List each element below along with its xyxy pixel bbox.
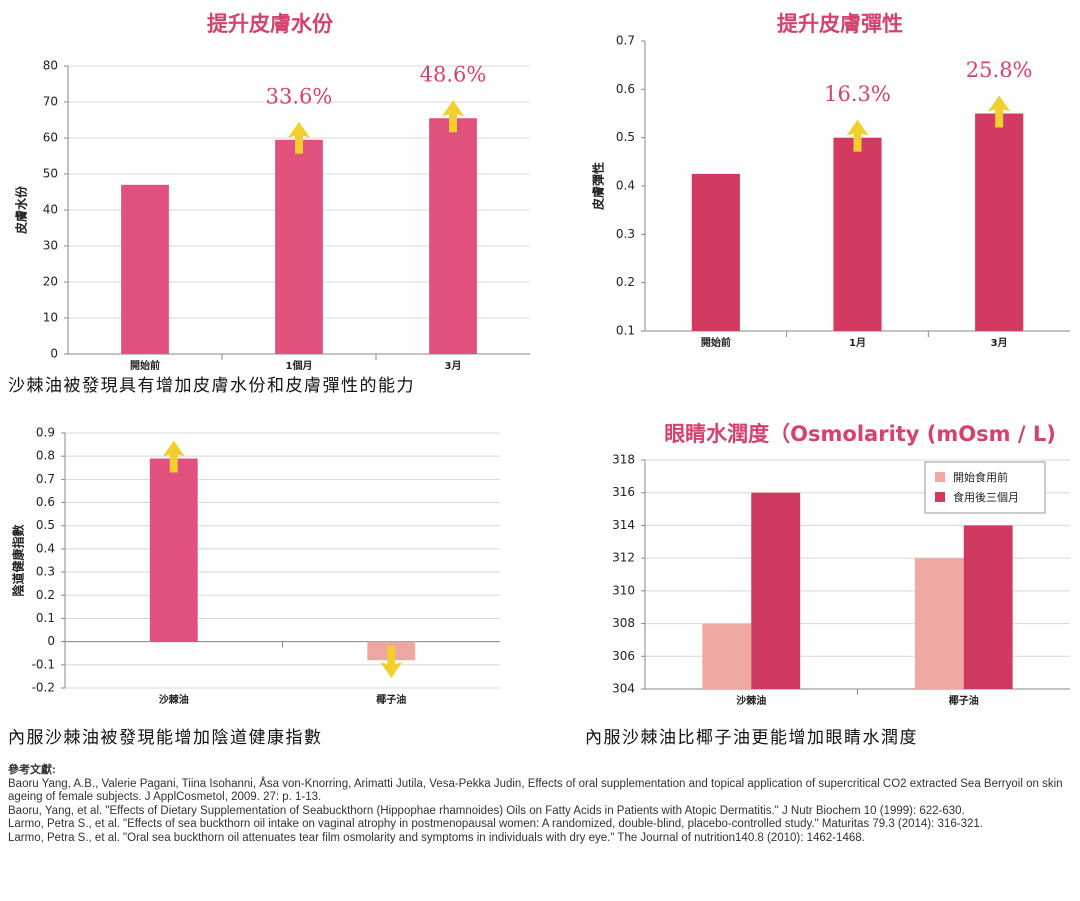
annotation: 33.6% (266, 84, 333, 108)
bar (914, 558, 964, 689)
chart-title: 提升皮膚彈性 (777, 12, 903, 36)
y-tick-label: 312 (612, 551, 635, 565)
y-tick-label: 0.5 (616, 130, 635, 144)
y-tick-label: 10 (43, 311, 58, 325)
y-tick-label: 0.1 (616, 324, 635, 338)
y-tick-label: 0.9 (36, 426, 55, 440)
y-tick-label: -0.1 (32, 657, 55, 671)
reference: Larmo, Petra S., et al. "Effects of sea … (8, 818, 983, 831)
y-axis-label: 陰道健康指數 (11, 524, 26, 596)
y-tick-label: 0.6 (36, 495, 55, 509)
y-tick-label: 50 (43, 167, 58, 181)
chart-title: 眼睛水潤度（Osmolarity (mOsm / L) (664, 422, 1056, 446)
reference: Larmo, Petra S., et al. "Oral sea buckth… (8, 831, 865, 844)
bar (833, 137, 882, 331)
y-tick-label: 310 (612, 583, 635, 597)
legend-swatch (935, 492, 945, 502)
y-tick-label: 0.6 (616, 82, 635, 96)
y-axis-label: 皮膚彈性 (591, 162, 606, 211)
legend-swatch (935, 472, 945, 482)
y-tick-label: 0.2 (616, 275, 635, 289)
references: 參考文獻: Baoru Yang, A.B., Valerie Pagani, … (8, 764, 1074, 846)
legend-label: 食用後三個月 (953, 490, 1019, 504)
caption: 內服沙棘油比椰子油更能增加眼睛水潤度 (585, 728, 918, 748)
caption: 沙棘油被發現具有增加皮膚水份和皮膚彈性的能力 (8, 376, 415, 396)
y-tick-label: 306 (612, 649, 635, 663)
y-tick-label: 0.7 (616, 34, 635, 48)
y-tick-label: 80 (43, 59, 58, 73)
chart-title: 提升皮膚水份 (207, 12, 334, 36)
y-tick-label: 0.5 (36, 518, 55, 532)
x-tick-label: 3月 (991, 337, 1008, 349)
annotation: 16.3% (824, 82, 891, 106)
y-tick-label: 30 (43, 239, 58, 253)
arrow (846, 119, 869, 152)
y-tick-label: 318 (612, 453, 635, 467)
x-tick-label: 椰子油 (376, 693, 406, 706)
x-tick-label: 1月 (849, 337, 866, 349)
legend-label: 開始食用前 (953, 470, 1008, 484)
bar (121, 184, 169, 354)
y-tick-label: 304 (612, 682, 635, 696)
y-tick-label: 0.4 (36, 541, 55, 555)
x-tick-label: 開始前 (701, 336, 731, 349)
y-axis-label: 皮膚水份 (14, 185, 29, 235)
references-heading: 參考文獻: (8, 764, 56, 776)
y-tick-label: 0.4 (616, 179, 635, 193)
y-tick-label: -0.2 (32, 681, 55, 695)
y-tick-label: 0.1 (36, 611, 55, 625)
arrow (988, 95, 1011, 128)
y-tick-label: 0.7 (36, 472, 55, 486)
annotation: 25.8% (966, 58, 1033, 82)
bar (702, 623, 752, 689)
bar (975, 113, 1024, 331)
x-tick-label: 椰子油 (949, 694, 979, 707)
bar (275, 139, 323, 354)
reference: Baoru, Yang, et al. "Effects of Dietary … (8, 804, 965, 817)
x-tick-label: 3月 (445, 360, 462, 372)
y-tick-label: 0.3 (36, 565, 55, 579)
y-tick-label: 0.8 (36, 449, 55, 463)
y-tick-label: 70 (43, 95, 58, 109)
x-tick-label: 1個月 (286, 359, 313, 372)
arrow (288, 121, 310, 154)
arrow (442, 100, 464, 133)
y-tick-label: 20 (43, 275, 58, 289)
y-tick-label: 314 (612, 518, 635, 532)
y-tick-label: 60 (43, 131, 58, 145)
y-tick-label: 40 (43, 203, 58, 217)
bar (429, 118, 477, 354)
annotation: 48.6% (420, 63, 487, 87)
y-tick-label: 0 (47, 634, 55, 648)
y-tick-label: 316 (612, 485, 635, 499)
y-tick-label: 0.3 (616, 227, 635, 241)
charts: 沙棘油被發現具有增加皮膚水份和皮膚彈性的能力 內服沙棘油被發現能增加陰道健康指數… (8, 12, 1070, 748)
arrow (380, 646, 403, 679)
x-tick-label: 開始前 (130, 359, 160, 372)
y-tick-label: 308 (612, 616, 635, 630)
bar (149, 458, 198, 642)
y-tick-label: 0 (50, 347, 58, 361)
x-tick-label: 沙棘油 (159, 693, 189, 706)
bar (963, 525, 1013, 689)
x-tick-label: 沙棘油 (736, 694, 766, 707)
legend-box (924, 461, 1046, 514)
caption: 內服沙棘油被發現能增加陰道健康指數 (8, 728, 323, 748)
y-tick-label: 0.2 (36, 588, 55, 602)
bar (691, 173, 740, 331)
bar (751, 492, 801, 689)
arrow (162, 440, 185, 473)
reference: Baoru Yang, A.B., Valerie Pagani, Tiina … (8, 777, 1063, 804)
